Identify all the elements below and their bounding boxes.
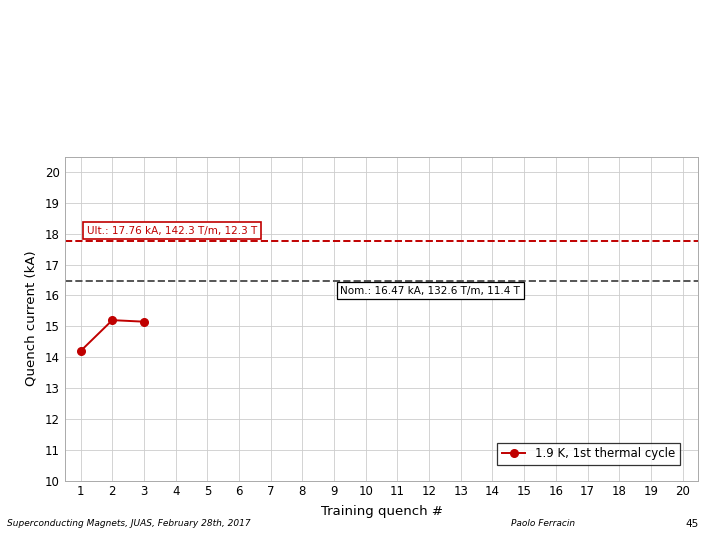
- Legend: 1.9 K, 1st thermal cycle: 1.9 K, 1st thermal cycle: [497, 443, 680, 465]
- Text: Paolo Ferracin: Paolo Ferracin: [511, 519, 575, 528]
- Text: MQXFS 01 test: MQXFS 01 test: [278, 16, 442, 34]
- Text: 45: 45: [685, 518, 698, 529]
- Text: Ult.: 17.76 kA, 142.3 T/m, 12.3 T: Ult.: 17.76 kA, 142.3 T/m, 12.3 T: [87, 226, 257, 235]
- X-axis label: Training quench #: Training quench #: [320, 505, 443, 518]
- Y-axis label: Quench current (kA): Quench current (kA): [25, 251, 38, 387]
- Text: First test of Hi. Lumi Nb₃Sn IR quadrupole: First test of Hi. Lumi Nb₃Sn IR quadrupo…: [215, 50, 505, 63]
- Text: Superconducting Magnets, JUAS, February 28th, 2017: Superconducting Magnets, JUAS, February …: [7, 519, 251, 528]
- Text: CERN: CERN: [40, 35, 68, 44]
- Text: Nom.: 16.47 kA, 132.6 T/m, 11.4 T: Nom.: 16.47 kA, 132.6 T/m, 11.4 T: [341, 286, 521, 296]
